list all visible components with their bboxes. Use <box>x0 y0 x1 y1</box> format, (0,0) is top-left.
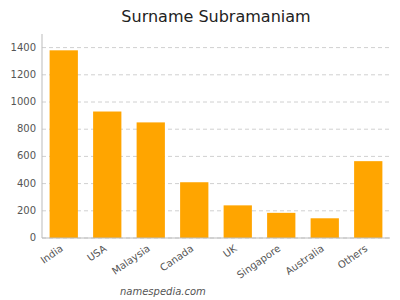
chart-container: 0 200 400 600 800 1000 1200 1400 India USAMalaysi… <box>0 0 400 300</box>
title: Surname Subramaniam <box>121 7 310 26</box>
bar <box>180 182 208 238</box>
bar <box>267 213 295 238</box>
x-tick-label: India <box>38 243 64 266</box>
y-tick-label: 800 <box>17 123 36 134</box>
bar <box>50 50 78 238</box>
x-tick-label: Canada <box>158 243 195 274</box>
x-tick-label: Malaysia <box>110 243 152 277</box>
y-tick-label: 1400 <box>11 42 36 53</box>
y-axis-line <box>42 34 43 238</box>
grid-line <box>42 74 390 75</box>
x-tick-labels: India USAMalaysiaCanada UKSingaporeAustral… <box>38 242 369 280</box>
y-tick-labels: 0 200 400 600 800 1000 1200 1400 <box>11 42 36 243</box>
bar <box>93 112 121 238</box>
y-tick-label: 1200 <box>11 69 36 80</box>
x-tick-label: Others <box>336 243 370 271</box>
bars <box>50 50 383 238</box>
y-tick-label: 200 <box>17 205 36 216</box>
y-tick-label: 0 <box>30 232 36 243</box>
grid-line <box>42 47 390 48</box>
grid-line <box>42 238 390 239</box>
y-tick-label: 600 <box>17 150 36 161</box>
bar <box>311 218 339 238</box>
bar <box>137 122 165 238</box>
x-axis-line <box>42 238 390 239</box>
x-tick-label: USA <box>85 243 108 264</box>
y-tick-label: 400 <box>17 178 36 189</box>
x-tick-label: Australia <box>283 243 326 277</box>
x-tick-label: UK <box>221 242 239 259</box>
grid-line <box>42 102 390 103</box>
bar <box>354 161 382 238</box>
grid <box>42 48 390 238</box>
watermark: namespedia.com <box>120 286 206 297</box>
y-tick-label: 1000 <box>11 96 36 107</box>
chart: 0 200 400 600 800 1000 1200 1400 India USAMalaysi… <box>0 0 400 300</box>
bar <box>224 205 252 238</box>
x-tick-label: Singapore <box>235 243 283 281</box>
